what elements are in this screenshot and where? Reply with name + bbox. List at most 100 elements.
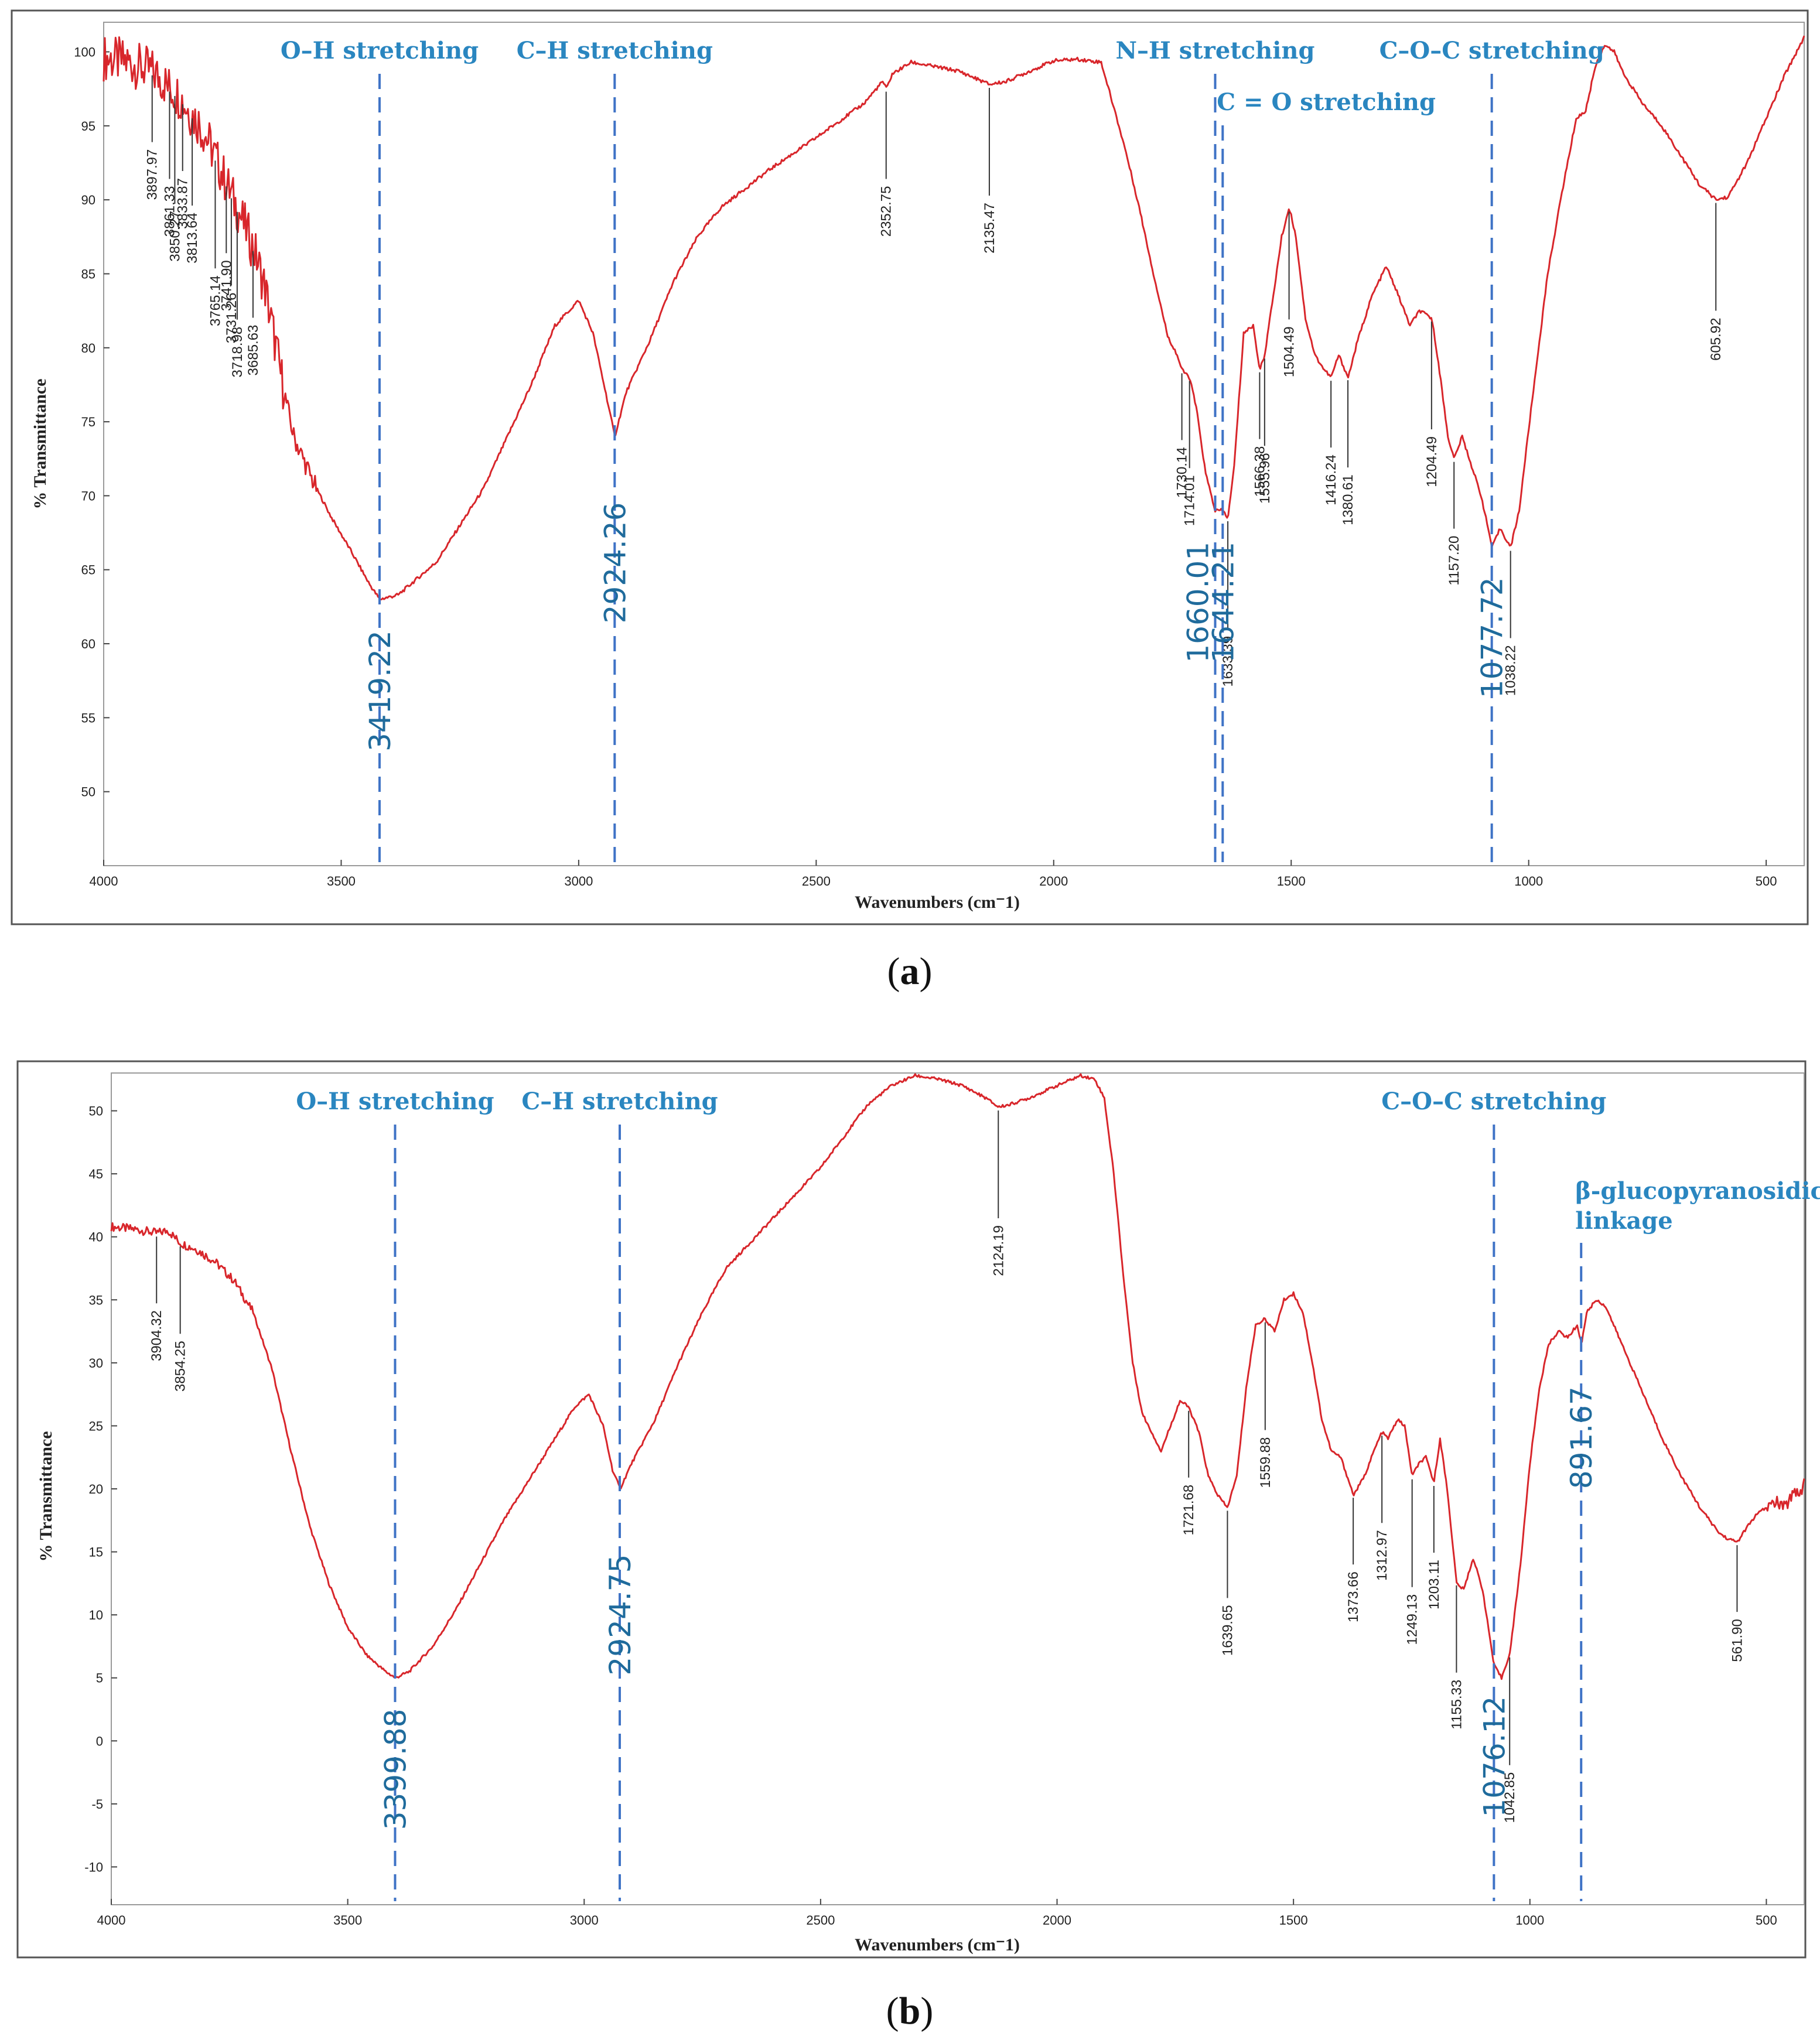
y-axis-label: % Transmittance <box>36 1431 56 1561</box>
highlight-peak-label: 891.67 <box>1565 1386 1599 1489</box>
highlight-peak-label: 3419.22 <box>363 630 397 751</box>
x-tick-label: 2500 <box>802 874 831 889</box>
peak-label: 1038.22 <box>1503 645 1519 696</box>
peak-label: 3850.27 <box>167 211 183 262</box>
plot-area <box>111 1072 1805 1905</box>
x-tick-label: 500 <box>1756 1913 1777 1928</box>
x-tick-label: 1000 <box>1515 1913 1544 1928</box>
x-tick-label: 3000 <box>564 874 593 889</box>
x-tick-label: 1500 <box>1277 874 1306 889</box>
highlight-peak-label: 3399.88 <box>378 1709 412 1830</box>
band-annotation: C–O–C stretching <box>1381 1088 1606 1115</box>
peak-label: 1416.24 <box>1323 455 1339 505</box>
x-tick-label: 500 <box>1756 874 1777 889</box>
x-tick-label: 2000 <box>1039 874 1068 889</box>
band-annotation: linkage <box>1575 1207 1673 1235</box>
y-tick-label: 15 <box>89 1545 103 1560</box>
y-tick-label: 45 <box>89 1167 103 1181</box>
peak-label: 1639.65 <box>1220 1605 1235 1656</box>
y-axis-label: % Transmittance <box>30 378 50 509</box>
band-annotation: C–H stretching <box>517 37 713 64</box>
y-tick-label: 65 <box>81 563 95 578</box>
x-tick-label: 4000 <box>90 874 118 889</box>
spectrum-line <box>103 35 1805 601</box>
peak-label: 1249.13 <box>1405 1594 1421 1645</box>
y-tick-label: 20 <box>89 1482 103 1496</box>
band-annotation: N–H stretching <box>1115 37 1314 64</box>
peak-label: 1312.97 <box>1374 1530 1390 1581</box>
band-annotation: C = O stretching <box>1217 88 1436 116</box>
peak-label: 2124.19 <box>991 1225 1006 1276</box>
peak-label: 3904.32 <box>149 1310 165 1361</box>
band-annotation: C–O–C stretching <box>1379 37 1604 64</box>
y-tick-label: 55 <box>81 710 95 725</box>
spectrum-line <box>110 1073 1805 1680</box>
peak-label: 561.90 <box>1729 1619 1745 1662</box>
y-tick-label: 95 <box>81 119 95 134</box>
x-tick-label: 2000 <box>1043 1913 1071 1928</box>
x-tick-label: 3500 <box>333 1913 362 1928</box>
peak-label: 3854.25 <box>173 1341 189 1392</box>
peak-label: 605.92 <box>1708 317 1724 360</box>
peak-label: 3765.14 <box>207 275 223 326</box>
highlight-peak-label: 2924.26 <box>598 503 632 624</box>
plot-area <box>103 22 1805 866</box>
x-tick-label: 1500 <box>1279 1913 1308 1928</box>
peak-label: 2352.75 <box>879 186 894 237</box>
peak-label: 1203.11 <box>1426 1560 1442 1610</box>
y-tick-label: 30 <box>89 1356 103 1371</box>
highlight-peak-label: 1076.12 <box>1477 1696 1511 1817</box>
chart-panel-b: -10 -5 0 5 10 15 20 25 30 35 40 45 50 4000 3500 3000 250… <box>16 1060 1820 2032</box>
peak-label: 1157.20 <box>1446 536 1462 586</box>
y-tick-label: 80 <box>81 341 95 356</box>
highlight-peak-label: 1077.72 <box>1476 577 1510 698</box>
y-tick-label: 50 <box>81 785 95 799</box>
y-tick-label: 25 <box>89 1419 103 1433</box>
highlight-peak-label: 1644.21 <box>1206 542 1240 663</box>
band-annotation: O–H stretching <box>281 37 479 64</box>
y-tick-label: 60 <box>81 637 95 651</box>
y-tick-label: 85 <box>81 266 95 281</box>
y-tick-label: 100 <box>74 45 95 60</box>
peak-label: 1559.88 <box>1258 1437 1273 1488</box>
highlight-peak-label: 2924.75 <box>603 1554 637 1676</box>
peak-label: 3833.87 <box>175 178 191 229</box>
peak-label: 3897.97 <box>145 149 161 200</box>
peak-label: 1566.38 <box>1252 446 1268 497</box>
x-tick-label: 1000 <box>1514 874 1543 889</box>
panel-caption: (a) <box>887 950 933 993</box>
panel-caption: (b) <box>886 1990 934 2032</box>
peak-label: 1204.49 <box>1424 436 1440 487</box>
peak-label: 1730.14 <box>1174 447 1190 498</box>
y-tick-label: 35 <box>89 1293 103 1307</box>
x-tick-label: 4000 <box>97 1913 126 1928</box>
peak-label: 1714.01 <box>1182 475 1198 526</box>
band-annotation: O–H stretching <box>296 1088 494 1115</box>
peak-label: 1042.85 <box>1502 1772 1518 1823</box>
peak-label: 3813.64 <box>185 213 200 264</box>
chart-panel-a: 50 55 60 65 70 75 80 85 90 95 100 4000 3500 3000 2500 2… <box>11 9 1809 993</box>
y-tick-label: 70 <box>81 488 95 503</box>
panel-caption-letter: a <box>900 950 920 993</box>
panel-caption-letter: b <box>899 1990 921 2032</box>
y-tick-label: 5 <box>96 1671 103 1686</box>
peak-label: 3685.63 <box>245 325 261 376</box>
peak-label: 1380.61 <box>1340 474 1356 525</box>
x-tick-label: 3000 <box>570 1913 599 1928</box>
peak-label: 1155.33 <box>1449 1680 1464 1730</box>
band-annotation: C–H stretching <box>521 1088 718 1115</box>
y-tick-label: -10 <box>84 1860 103 1874</box>
x-tick-label: 3500 <box>327 874 356 889</box>
peak-label: 1555.96 <box>1257 453 1273 504</box>
x-tick-label: 2500 <box>806 1913 835 1928</box>
x-axis-label: Wavenumbers (cm⁻1) <box>855 1935 1020 1954</box>
y-tick-label: 40 <box>89 1230 103 1245</box>
highlight-peak-label: 1660.01 <box>1181 542 1215 663</box>
x-axis-label: Wavenumbers (cm⁻1) <box>855 893 1020 912</box>
y-tick-label: -5 <box>91 1797 103 1812</box>
peak-label: 1504.49 <box>1282 326 1297 377</box>
y-tick-label: 10 <box>89 1608 103 1622</box>
y-tick-label: 0 <box>96 1734 103 1748</box>
y-tick-label: 75 <box>81 415 95 429</box>
peak-label: 1373.66 <box>1346 1571 1361 1622</box>
